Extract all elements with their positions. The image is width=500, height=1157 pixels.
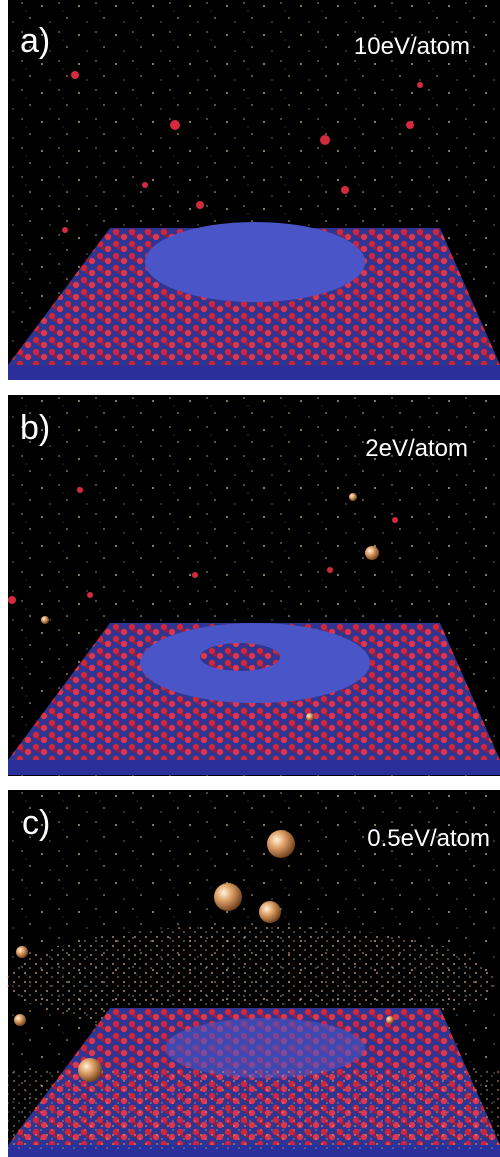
panel-b: b) 2eV/atom bbox=[8, 395, 500, 776]
panel-c: c) 0.5eV/atom bbox=[5, 790, 500, 1157]
panel-a: a) 10eV/atom bbox=[8, 0, 500, 380]
panel-label: c) bbox=[22, 804, 50, 842]
panel-label: b) bbox=[20, 409, 50, 447]
figure: a) 10eV/atom b) 2eV/atom c) 0.5eV/at bbox=[0, 0, 500, 1157]
energy-label: 2eV/atom bbox=[365, 435, 468, 462]
page: a) 10eV/atom b) 2eV/atom c) 0.5eV/at bbox=[0, 0, 500, 1157]
energy-label: 0.5eV/atom bbox=[367, 825, 490, 852]
panel-label: a) bbox=[20, 22, 50, 60]
energy-label: 10eV/atom bbox=[354, 33, 470, 60]
